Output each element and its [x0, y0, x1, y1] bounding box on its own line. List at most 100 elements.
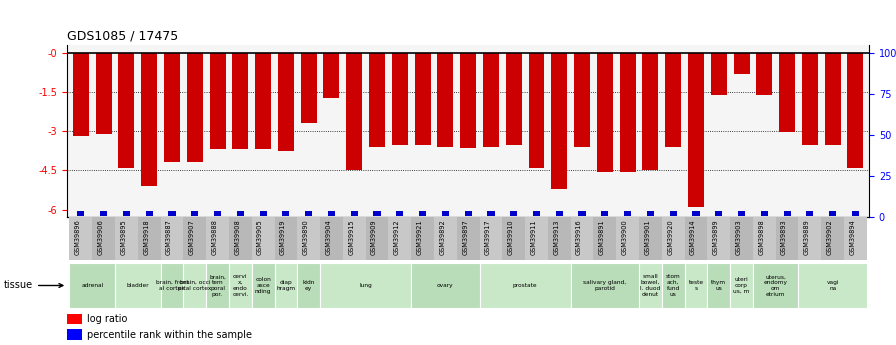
Text: stom
ach,
fund
us: stom ach, fund us: [666, 274, 681, 297]
Bar: [624, 211, 631, 216]
Bar: [301, 53, 316, 123]
Text: colon
asce
nding: colon asce nding: [255, 277, 271, 294]
Text: brain, front
al cortex: brain, front al cortex: [156, 280, 188, 291]
Bar: [374, 211, 381, 216]
Bar: [274, 263, 297, 308]
Text: log ratio: log ratio: [87, 314, 127, 324]
Bar: [715, 211, 722, 216]
Bar: [579, 211, 586, 216]
Bar: [77, 211, 84, 216]
Text: GSM39898: GSM39898: [758, 219, 764, 255]
Bar: [780, 53, 795, 132]
Bar: [214, 211, 221, 216]
Bar: [184, 263, 206, 308]
Bar: [369, 53, 385, 147]
Bar: [730, 263, 753, 308]
Text: vagi
na: vagi na: [826, 280, 839, 291]
Bar: [597, 53, 613, 171]
Bar: [123, 211, 130, 216]
Bar: [210, 53, 226, 149]
Bar: [761, 211, 768, 216]
Bar: [115, 263, 160, 308]
Text: thym
us: thym us: [711, 280, 727, 291]
Text: GSM39889: GSM39889: [804, 219, 810, 255]
Bar: [434, 217, 457, 260]
Text: GSM39893: GSM39893: [781, 219, 787, 255]
Bar: [753, 217, 776, 260]
Bar: [232, 53, 248, 149]
Text: GSM39892: GSM39892: [439, 219, 445, 255]
Text: tissue: tissue: [4, 280, 63, 290]
Bar: [419, 211, 426, 216]
Bar: [642, 53, 659, 170]
Bar: [415, 53, 431, 146]
Bar: [756, 53, 772, 95]
Text: GSM39907: GSM39907: [189, 219, 194, 255]
Bar: [274, 217, 297, 260]
Bar: [665, 53, 681, 147]
Bar: [571, 217, 593, 260]
Bar: [323, 53, 340, 98]
Bar: [822, 217, 844, 260]
Bar: [802, 53, 818, 146]
Text: percentile rank within the sample: percentile rank within the sample: [87, 330, 253, 340]
Text: GSM39900: GSM39900: [622, 219, 627, 255]
Bar: [229, 217, 252, 260]
Bar: [593, 217, 616, 260]
Bar: [533, 211, 540, 216]
Text: GSM39887: GSM39887: [166, 219, 172, 255]
Bar: [343, 217, 366, 260]
Bar: [164, 53, 180, 162]
Text: prostate: prostate: [513, 283, 538, 288]
Bar: [783, 211, 790, 216]
Bar: [206, 263, 229, 308]
Text: GSM39897: GSM39897: [462, 219, 469, 255]
Bar: [346, 53, 362, 170]
Text: GSM39904: GSM39904: [325, 219, 332, 255]
Text: brain, occi
pital cortex: brain, occi pital cortex: [178, 280, 211, 291]
Bar: [160, 217, 184, 260]
Bar: [442, 211, 449, 216]
Bar: [848, 53, 864, 168]
Bar: [662, 263, 685, 308]
Bar: [620, 53, 635, 171]
Text: GSM39901: GSM39901: [644, 219, 650, 255]
Bar: [320, 263, 411, 308]
Bar: [616, 217, 639, 260]
Bar: [184, 217, 206, 260]
Bar: [142, 53, 157, 186]
Text: GSM39921: GSM39921: [417, 219, 423, 255]
Bar: [669, 211, 676, 216]
Bar: [160, 263, 184, 308]
Bar: [707, 263, 730, 308]
Bar: [824, 53, 840, 146]
Bar: [798, 217, 822, 260]
Bar: [350, 211, 358, 216]
Bar: [505, 53, 521, 146]
Bar: [556, 211, 563, 216]
Bar: [320, 217, 343, 260]
Bar: [503, 217, 525, 260]
Bar: [571, 263, 639, 308]
Bar: [70, 263, 115, 308]
Bar: [255, 53, 271, 149]
Text: cervi
x,
endo
cervi.: cervi x, endo cervi.: [232, 274, 248, 297]
Text: GSM39920: GSM39920: [668, 219, 673, 255]
Text: GSM39888: GSM39888: [211, 219, 218, 255]
Text: GSM39908: GSM39908: [235, 219, 240, 255]
Bar: [547, 217, 571, 260]
Bar: [639, 263, 662, 308]
Bar: [96, 53, 112, 134]
Bar: [73, 53, 89, 136]
Text: GSM39899: GSM39899: [712, 219, 719, 255]
Bar: [260, 211, 267, 216]
Bar: [734, 53, 750, 73]
Bar: [525, 217, 547, 260]
Bar: [411, 217, 434, 260]
Bar: [829, 211, 836, 216]
Bar: [389, 217, 411, 260]
Bar: [252, 263, 274, 308]
Text: adrenal: adrenal: [82, 283, 103, 288]
Text: GDS1085 / 17475: GDS1085 / 17475: [67, 29, 178, 42]
Text: GSM39909: GSM39909: [371, 219, 377, 255]
